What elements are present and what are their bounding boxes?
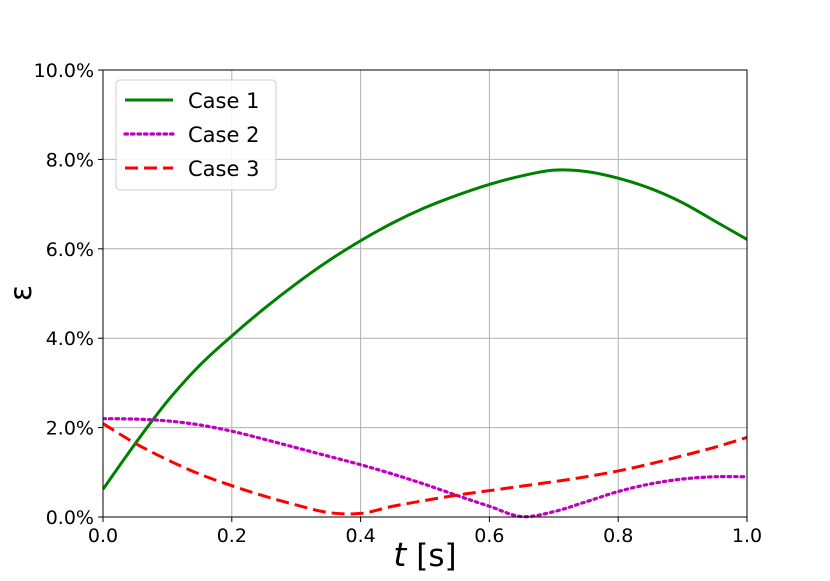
y-tick-label: 2.0% bbox=[46, 418, 94, 440]
legend-label: Case 3 bbox=[188, 157, 259, 181]
x-axis-label-unit: [s] bbox=[416, 538, 456, 574]
series-layer bbox=[103, 168, 747, 519]
legend-label: Case 2 bbox=[188, 123, 259, 147]
x-tick-label: 0.2 bbox=[217, 525, 247, 547]
grid bbox=[102, 69, 748, 518]
x-tick-label: 0.4 bbox=[345, 525, 375, 547]
y-axis-ticks: 0.0% 2.0% 4.0% 6.0% 8.0% 10.0% bbox=[34, 60, 103, 529]
y-tick-label: 6.0% bbox=[46, 239, 94, 261]
plot-frame bbox=[102, 69, 748, 518]
x-axis-label-symbol: t bbox=[393, 535, 407, 574]
y-tick-label: 4.0% bbox=[46, 328, 94, 350]
x-tick-label: 0.6 bbox=[474, 525, 504, 547]
legend-box bbox=[115, 79, 277, 191]
x-axis-ticks: 0.0 0.2 0.4 0.6 0.8 1.0 bbox=[88, 517, 762, 547]
y-tick-label: 0.0% bbox=[46, 507, 94, 529]
series-line-case-2 bbox=[103, 417, 747, 519]
x-tick-label: 0.0 bbox=[88, 525, 118, 547]
y-tick-label: 10.0% bbox=[34, 60, 94, 82]
series-line-case-3 bbox=[103, 422, 747, 516]
x-axis-label: t [s] bbox=[393, 535, 456, 574]
y-axis-label: ε bbox=[4, 285, 39, 301]
legend: Case 1 Case 2 Case 3 bbox=[115, 79, 277, 191]
legend-label: Case 1 bbox=[188, 89, 259, 113]
x-tick-label: 0.8 bbox=[603, 525, 633, 547]
series-line-case-1 bbox=[103, 168, 747, 491]
y-tick-label: 8.0% bbox=[46, 149, 94, 171]
x-tick-label: 1.0 bbox=[732, 525, 762, 547]
